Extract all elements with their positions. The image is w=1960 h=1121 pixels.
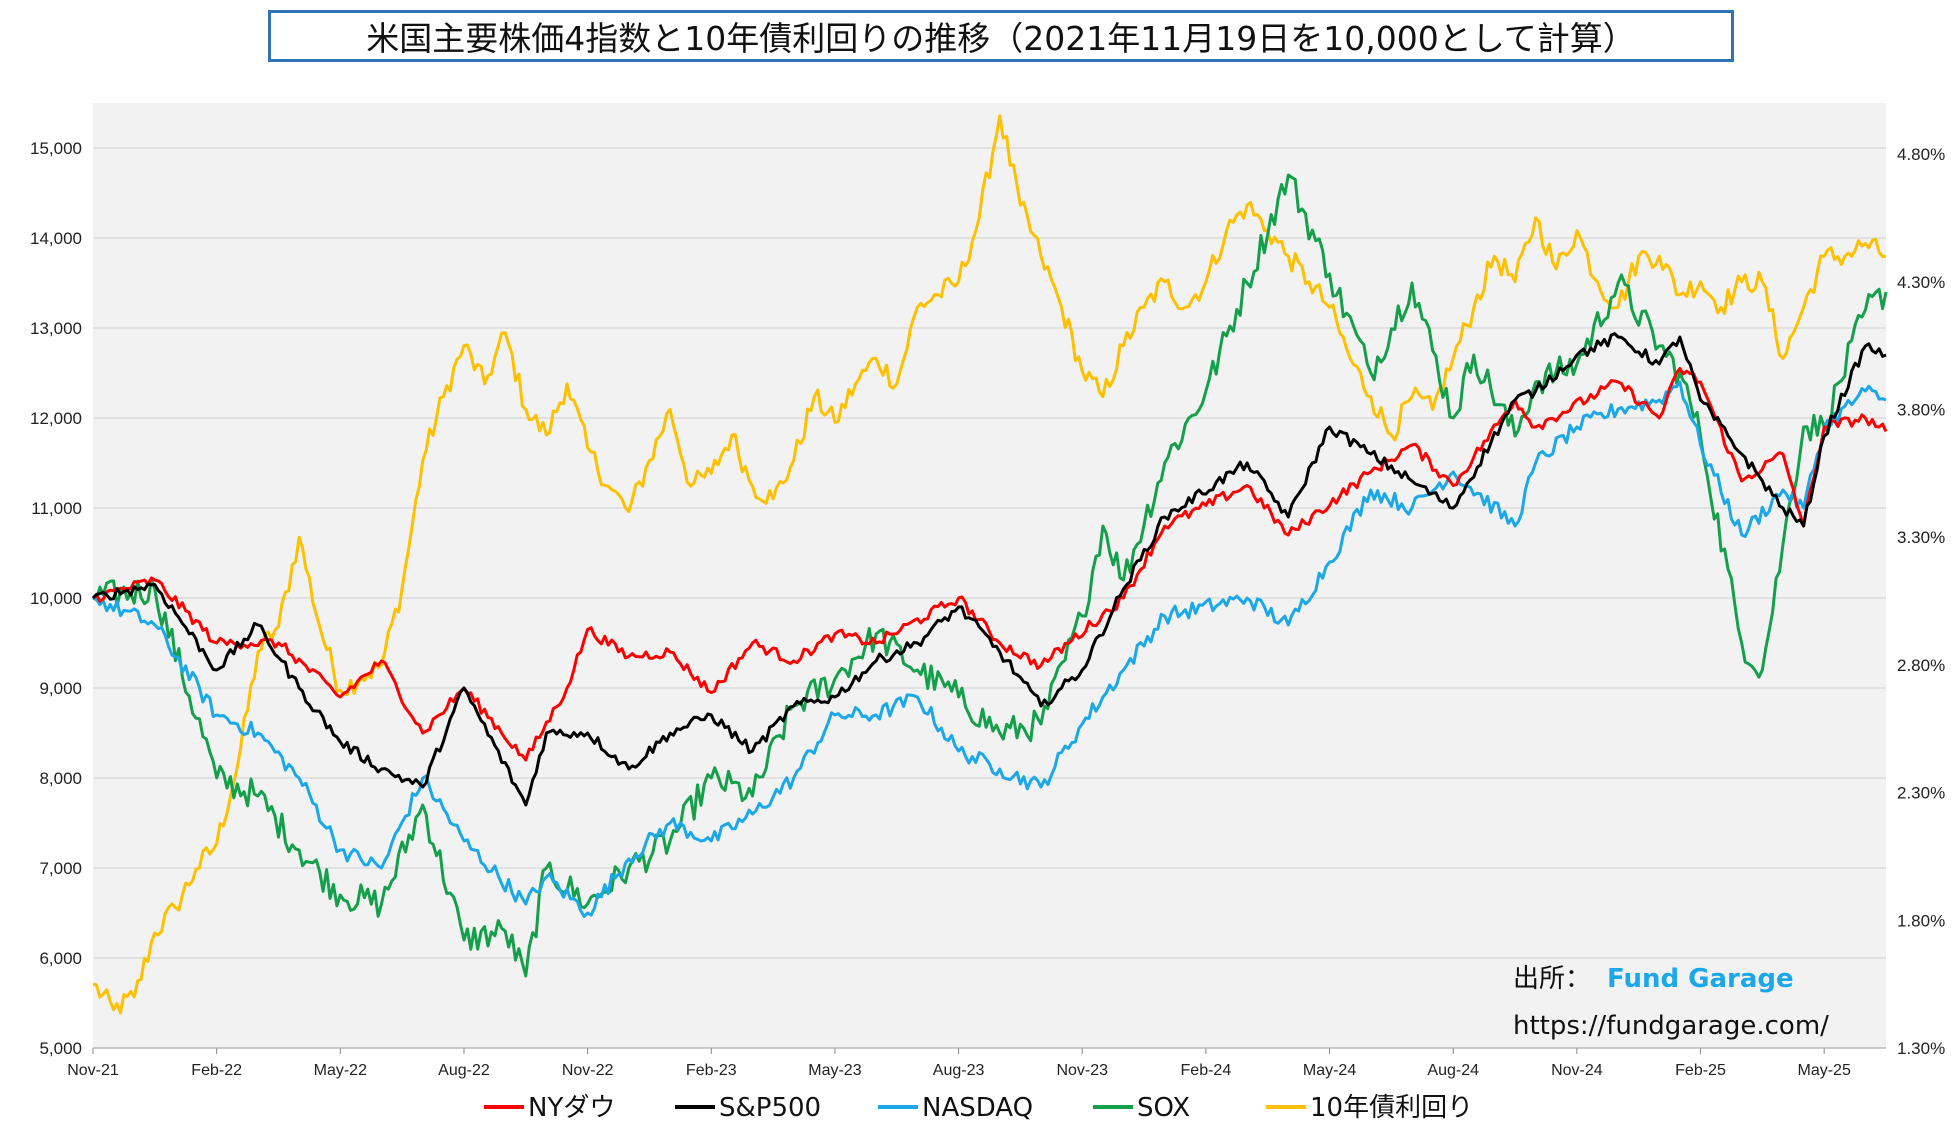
- right-tick-label: 3.30%: [1897, 528, 1945, 547]
- right-tick-label: 3.80%: [1897, 400, 1945, 419]
- x-tick-label: Feb-24: [1181, 1062, 1232, 1079]
- series-line: [92, 114, 1887, 1015]
- series-line: [92, 173, 1888, 978]
- right-axis: 1.30% 1.80% 2.30% 2.80% 3.30% 3.80% 4.30% 4.80%: [1897, 145, 1945, 1058]
- left-tick-label: 8,000: [39, 769, 82, 788]
- x-tick-label: May-24: [1303, 1062, 1356, 1079]
- left-tick-label: 13,000: [30, 319, 82, 338]
- left-tick-label: 9,000: [39, 679, 82, 698]
- legend-label: 10年債利回り: [1310, 1093, 1473, 1121]
- gridlines: [93, 147, 1886, 1049]
- x-tick-label: May-22: [314, 1062, 367, 1079]
- right-tick-label: 1.30%: [1897, 1039, 1945, 1058]
- x-tick-label: Feb-25: [1675, 1062, 1726, 1079]
- x-tick-label: Feb-22: [191, 1062, 242, 1079]
- x-tick-label: Nov-22: [562, 1062, 614, 1079]
- left-tick-label: 15,000: [30, 139, 82, 158]
- x-tick-label: Nov-24: [1551, 1062, 1603, 1079]
- source-brand: Fund Garage: [1607, 964, 1794, 994]
- series-layer: [91, 114, 1888, 1015]
- x-tick-label: Nov-21: [67, 1062, 119, 1079]
- x-tick-label: Aug-24: [1427, 1062, 1479, 1079]
- right-tick-label: 2.80%: [1897, 656, 1945, 675]
- left-tick-label: 5,000: [39, 1039, 82, 1058]
- legend-item: SOX: [1093, 1093, 1190, 1121]
- legend-label: NYダウ: [528, 1093, 615, 1121]
- source-note: 出所： Fund Garage https://fundgarage.com/: [1513, 964, 1829, 1041]
- series-line: [91, 332, 1887, 807]
- source-label: 出所：: [1513, 964, 1591, 994]
- left-tick-label: 11,000: [31, 499, 82, 518]
- series-line: [92, 380, 1887, 918]
- source-url: https://fundgarage.com/: [1513, 1011, 1829, 1041]
- plot-area: [93, 103, 1886, 1048]
- legend-item: NASDAQ: [878, 1093, 1033, 1121]
- legend-item: S&P500: [675, 1093, 821, 1121]
- left-tick-label: 7,000: [39, 859, 82, 878]
- right-tick-label: 4.30%: [1897, 273, 1945, 292]
- left-axis: 5,000 6,000 7,000 8,000 9,000 10,000 11,000 12,…: [30, 139, 82, 1058]
- series-line: [91, 367, 1888, 762]
- x-axis: Nov-21 Feb-22 May-22 Aug-22 Nov-22 Feb-23 May-…: [67, 1047, 1886, 1079]
- legend: NYダウ S&P500 NASDAQ SOX 10年債利回り: [484, 1093, 1473, 1121]
- x-tick-label: Feb-23: [686, 1062, 737, 1079]
- x-tick-label: Aug-22: [438, 1062, 490, 1079]
- chart-title: 米国主要株価4指数と10年債利回りの推移（2021年11月19日を10,000と…: [268, 10, 1734, 62]
- legend-label: SOX: [1137, 1093, 1190, 1121]
- left-tick-label: 12,000: [30, 409, 82, 428]
- x-tick-label: Aug-23: [933, 1062, 985, 1079]
- right-tick-label: 2.30%: [1897, 784, 1945, 803]
- right-tick-label: 4.80%: [1897, 145, 1945, 164]
- left-tick-label: 14,000: [30, 229, 82, 248]
- x-tick-label: May-23: [808, 1062, 861, 1079]
- x-tick-label: May-25: [1797, 1062, 1850, 1079]
- legend-item: 10年債利回り: [1266, 1093, 1473, 1121]
- right-tick-label: 1.80%: [1897, 911, 1945, 930]
- legend-item: NYダウ: [484, 1093, 615, 1121]
- legend-label: NASDAQ: [922, 1093, 1033, 1121]
- x-tick-label: Nov-23: [1056, 1062, 1108, 1079]
- left-tick-label: 10,000: [30, 589, 82, 608]
- legend-label: S&P500: [719, 1093, 821, 1121]
- left-tick-label: 6,000: [39, 949, 82, 968]
